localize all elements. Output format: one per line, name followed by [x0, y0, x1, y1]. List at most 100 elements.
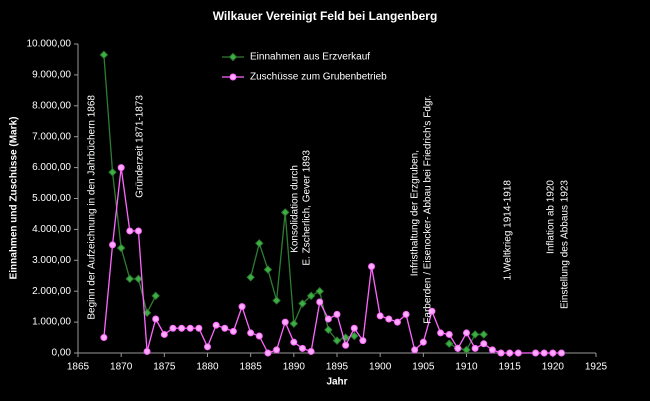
point	[195, 324, 203, 332]
point	[143, 347, 151, 355]
point	[306, 291, 316, 301]
point	[221, 324, 229, 332]
point	[178, 324, 186, 332]
point	[359, 337, 367, 345]
point	[532, 349, 540, 357]
point	[402, 310, 410, 318]
x-tick-label: 1910	[455, 362, 478, 373]
point	[255, 332, 263, 340]
point	[342, 341, 350, 349]
x-tick-label: 1890	[283, 362, 306, 373]
point	[169, 324, 177, 332]
point	[100, 334, 108, 342]
annotation: Gründerzeit 1871-1873	[135, 95, 146, 198]
x-tick-label: 1880	[196, 362, 219, 373]
point	[289, 319, 299, 328]
point	[255, 239, 264, 248]
x-tick-label: 1865	[67, 362, 90, 373]
x-tick-label: 1905	[412, 362, 435, 373]
y-tick-label: 6.000,00	[32, 162, 71, 173]
x-tick-label: 1915	[499, 362, 522, 373]
point	[471, 344, 479, 352]
point	[332, 336, 342, 345]
point	[445, 339, 454, 348]
legend-label: Zuschüsse zum Grubenbetrieb	[250, 72, 387, 83]
point	[204, 343, 211, 351]
y-tick-label: 5.000,00	[32, 193, 71, 204]
point	[445, 330, 453, 338]
point	[298, 299, 307, 308]
point	[557, 349, 565, 357]
legend-label: Einnahmen aus Erzverkauf	[250, 52, 370, 63]
annotation: Infristhaltung der Erzgruben,	[410, 150, 421, 276]
x-axis-label: Jahr	[326, 377, 347, 388]
point	[126, 227, 134, 235]
annotation: Einstellung des Abbaus 1923	[560, 180, 571, 309]
y-tick-label: 0,00	[52, 348, 72, 359]
annotation: Konsolidation durch	[290, 165, 301, 253]
point	[324, 315, 332, 323]
y-axis-label: Einnahmen und Zuschüsse (Mark)	[9, 117, 20, 280]
point	[376, 312, 384, 320]
y-tick-label: 9.000,00	[32, 70, 71, 81]
point	[480, 340, 488, 348]
y-tick-label: 1.000,00	[32, 317, 71, 328]
point	[307, 347, 315, 355]
point	[109, 241, 117, 249]
point	[263, 265, 273, 274]
point	[212, 321, 220, 329]
point	[333, 310, 341, 318]
x-tick-label: 1875	[153, 362, 176, 373]
point	[488, 346, 496, 354]
point	[437, 329, 445, 337]
point	[315, 286, 324, 296]
point	[463, 329, 470, 337]
point	[280, 208, 290, 217]
point	[152, 315, 160, 323]
point	[368, 262, 376, 270]
point	[272, 296, 281, 305]
point	[540, 349, 548, 357]
legend-marker	[228, 52, 238, 62]
point	[160, 330, 168, 338]
chart-title: Wilkauer Vereinigt Feld bei Langenberg	[213, 9, 438, 23]
annotation: E. Zscherlich, Gever 1893	[302, 150, 313, 266]
annotation: Beginn der Aufzeichnung in den Jahrbüche…	[87, 95, 98, 320]
legend-marker	[229, 73, 237, 81]
point	[125, 274, 135, 284]
point	[393, 318, 401, 326]
point	[497, 349, 505, 357]
point	[324, 325, 333, 335]
annotation: Inflation ab 1920	[546, 180, 557, 254]
point	[428, 307, 436, 315]
annotation: 1.Weltkrieg 1914-1918	[503, 180, 514, 281]
point	[247, 329, 255, 337]
point	[246, 273, 255, 282]
x-tick-label: 1920	[542, 362, 565, 373]
point	[298, 344, 306, 352]
point	[316, 298, 324, 306]
point	[264, 349, 272, 357]
point	[290, 338, 298, 346]
point	[134, 274, 143, 284]
x-tick-label: 1900	[369, 362, 392, 373]
point	[411, 346, 419, 354]
point	[116, 243, 126, 253]
point	[419, 338, 427, 346]
point	[238, 303, 246, 311]
y-tick-label: 4.000,00	[32, 224, 71, 235]
point	[514, 349, 522, 357]
y-tick-label: 7.000,00	[32, 131, 71, 142]
point	[462, 345, 471, 355]
point	[549, 349, 557, 357]
point	[151, 291, 160, 301]
x-tick-label: 1885	[240, 362, 263, 373]
x-tick-label: 1870	[110, 362, 133, 373]
x-tick-label: 1895	[326, 362, 349, 373]
point	[186, 324, 194, 332]
x-tick-label: 1925	[585, 362, 608, 373]
point	[385, 315, 393, 323]
point	[229, 327, 237, 335]
point	[273, 346, 281, 354]
